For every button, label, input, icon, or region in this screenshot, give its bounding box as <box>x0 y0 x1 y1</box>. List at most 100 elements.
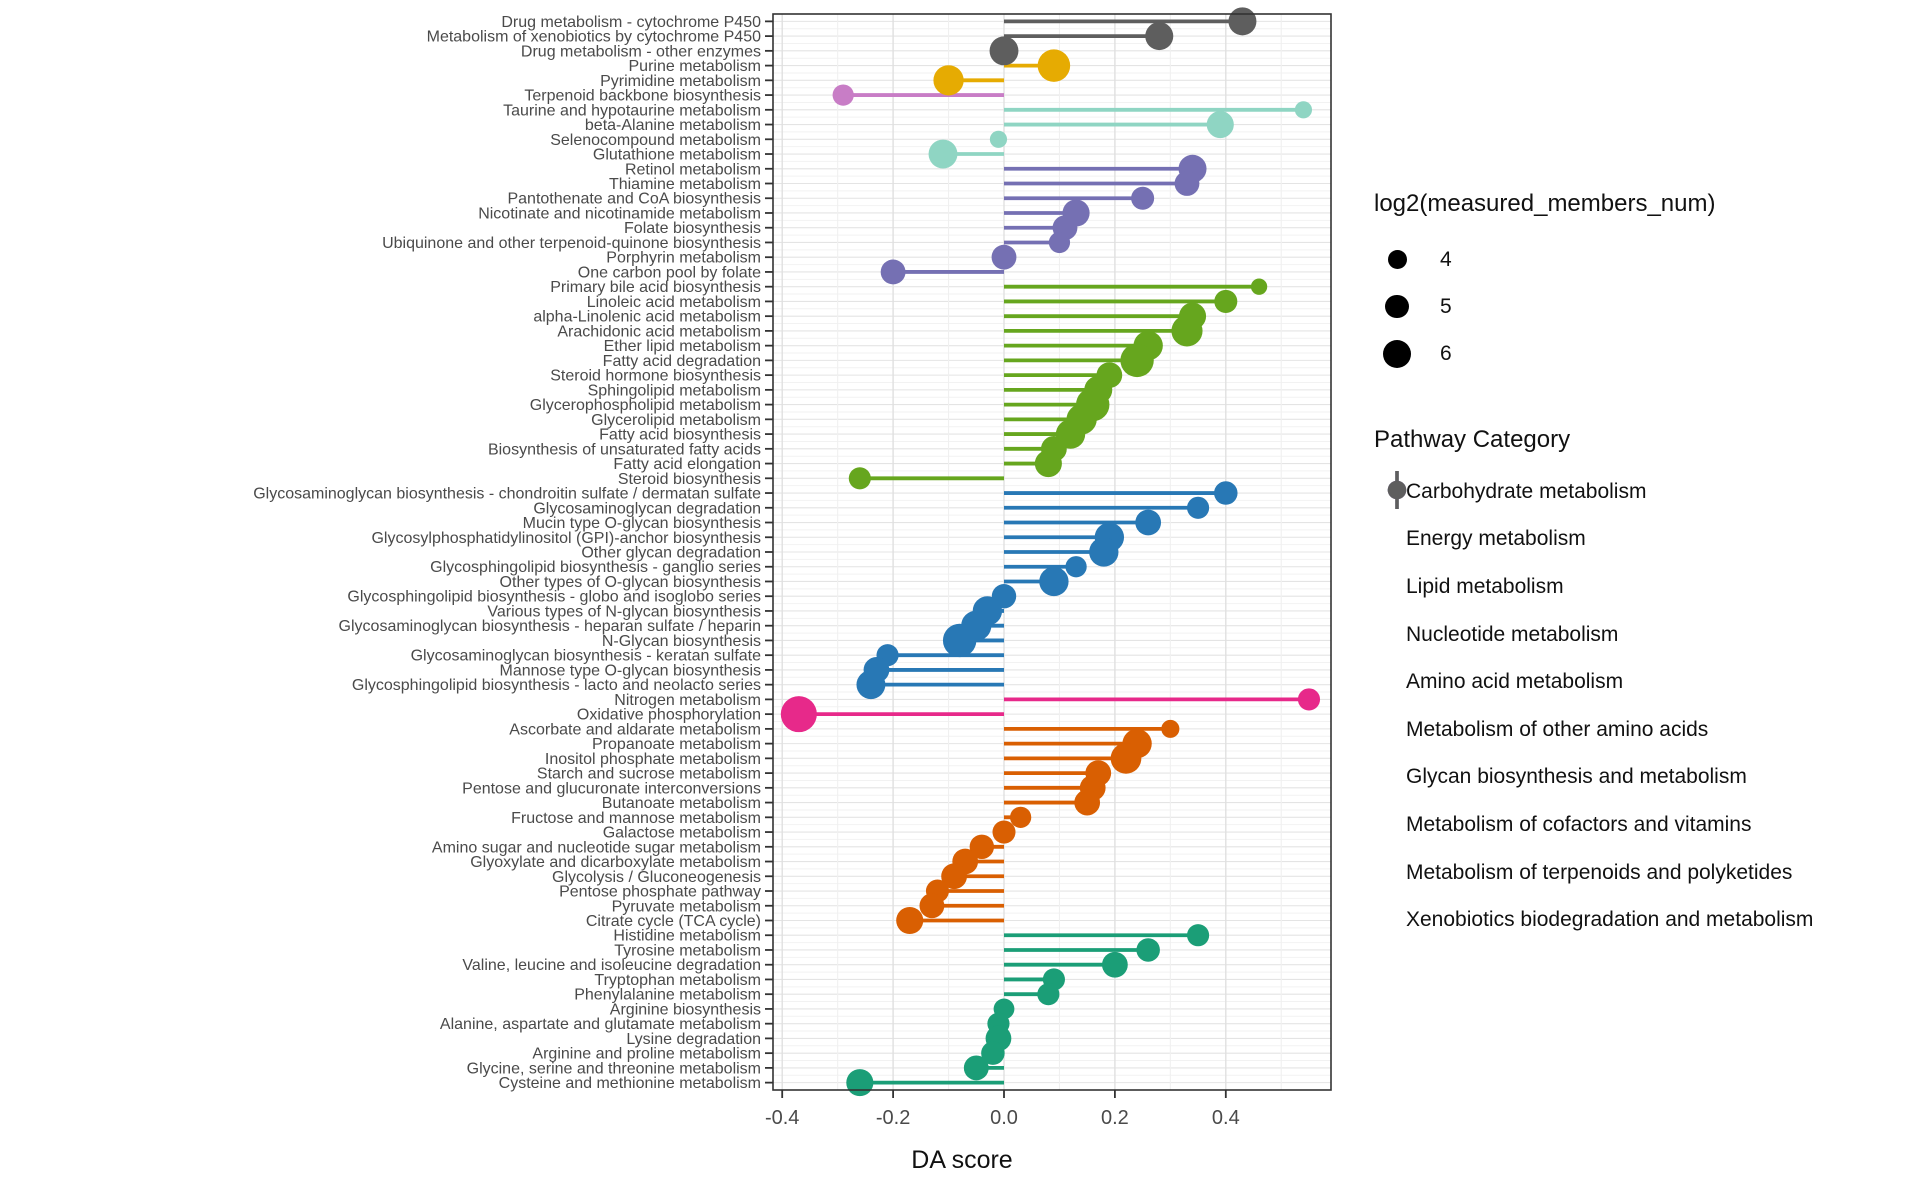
y-axis-label: Glycosphingolipid biosynthesis - lacto a… <box>352 677 761 694</box>
lollipop-dot <box>942 623 977 658</box>
lollipop-dot <box>1131 186 1155 210</box>
lollipop-dot <box>928 139 958 169</box>
y-axis-label: Amino sugar and nucleotide sugar metabol… <box>432 839 761 856</box>
lollipop-dot <box>1294 101 1313 119</box>
lollipop-dot <box>1110 743 1142 774</box>
lollipop-dot <box>1228 7 1257 36</box>
category-legend-item: Xenobiotics biodegradation and metabolis… <box>1380 471 1814 944</box>
lollipop-dot <box>989 36 1019 66</box>
lollipop-dot <box>1074 789 1101 816</box>
y-axis-label: Histidine metabolism <box>613 928 761 945</box>
y-axis-label: Fatty acid elongation <box>613 456 761 473</box>
y-axis-label: Pantothenate and CoA biosynthesis <box>507 191 761 208</box>
y-axis-label: Tryptophan metabolism <box>594 972 761 989</box>
category-legend-item: Metabolism of cofactors and vitamins <box>1380 471 1813 849</box>
y-axis-label: Pentose and glucuronate interconversions <box>462 780 761 797</box>
category-legend-label: Metabolism of other amino acids <box>1406 717 1709 741</box>
x-tick-label: 0.0 <box>990 1107 1018 1129</box>
y-axis-label: Folate biosynthesis <box>624 220 761 237</box>
size-key-dot-icon <box>1383 339 1411 368</box>
y-axis-label: Pentose phosphate pathway <box>559 884 761 901</box>
y-axis-label: Mucin type O-glycan biosynthesis <box>523 515 761 532</box>
x-tick-label: -0.4 <box>765 1107 799 1129</box>
y-axis-label: Butanoate metabolism <box>602 795 761 812</box>
y-axis-label: Primary bile acid biosynthesis <box>550 279 761 296</box>
y-axis-label: N-Glycan biosynthesis <box>602 633 761 650</box>
category-key-dot-icon <box>1387 480 1407 500</box>
lollipop-dot <box>919 893 945 919</box>
size-legend-value: 5 <box>1440 294 1452 318</box>
lollipop-dot <box>856 670 886 700</box>
category-legend-item: Metabolism of terpenoids and polyketides <box>1380 471 1813 897</box>
lollipop-dot <box>832 84 854 106</box>
y-axis-label: Glycosphingolipid biosynthesis - globo a… <box>347 589 761 606</box>
category-legend-label: Metabolism of cofactors and vitamins <box>1406 812 1752 836</box>
y-axis-label: Inositol phosphate metabolism <box>545 751 761 768</box>
size-key-glyph <box>1380 250 1414 269</box>
y-axis-label: Oxidative phosphorylation <box>577 707 761 724</box>
y-axis-label: Ether lipid metabolism <box>604 338 761 355</box>
category-key-glyph <box>1387 471 1407 509</box>
lollipop-dot <box>969 834 995 859</box>
category-legend-label: Lipid metabolism <box>1406 574 1564 598</box>
y-axis-label: Glycolysis / Gluconeogenesis <box>552 869 761 886</box>
y-axis-label: Alanine, aspartate and glutamate metabol… <box>440 1016 761 1033</box>
category-legend-label: Xenobiotics biodegradation and metabolis… <box>1406 908 1814 932</box>
y-axis-label: Glycosaminoglycan biosynthesis - keratan… <box>411 648 761 665</box>
y-axis-label: Biosynthesis of unsaturated fatty acids <box>488 441 761 458</box>
x-tick-label: 0.4 <box>1212 1107 1240 1129</box>
y-axis-label: Thiamine metabolism <box>609 176 761 193</box>
size-legend-value: 6 <box>1440 341 1452 365</box>
category-legend-item: Carbohydrate metabolism <box>1380 468 1813 516</box>
category-legend-label: Amino acid metabolism <box>1406 670 1624 694</box>
lollipop-dot <box>1214 289 1238 313</box>
lollipop-dot <box>1206 110 1234 139</box>
y-axis-label: Mannose type O-glycan biosynthesis <box>500 662 761 679</box>
lollipop-dot <box>1037 983 1060 1006</box>
category-legend: Carbohydrate metabolism Energy metabolism… <box>1380 468 1813 944</box>
y-axis-label: Citrate cycle (TCA cycle) <box>586 913 761 930</box>
y-axis-label: Cysteine and methionine metabolism <box>499 1075 761 1092</box>
y-axis-label: Valine, leucine and isoleucine degradati… <box>462 957 761 974</box>
category-legend-label: Nucleotide metabolism <box>1406 622 1619 646</box>
lollipop-dot <box>896 906 924 935</box>
y-axis-label: Purine metabolism <box>629 58 762 75</box>
y-axis-label: Fatty acid degradation <box>603 353 761 370</box>
y-axis-label: alpha-Linolenic acid metabolism <box>533 309 761 326</box>
y-axis-label: Propanoate metabolism <box>592 736 761 753</box>
lollipop-dot <box>880 259 906 285</box>
y-axis-label: Nitrogen metabolism <box>614 692 761 709</box>
size-legend-item: 4 <box>1380 236 1452 283</box>
y-axis-label: Arachidonic acid metabolism <box>557 323 761 340</box>
size-key-glyph <box>1380 294 1414 319</box>
y-axis-label: Retinol metabolism <box>625 161 761 178</box>
category-legend-label: Glycan biosynthesis and metabolism <box>1406 765 1747 789</box>
category-legend-item: Amino acid metabolism <box>1380 471 1813 706</box>
lollipop-dot <box>1136 938 1160 962</box>
size-legend-item: 5 <box>1380 283 1452 330</box>
lollipop-dot <box>1171 315 1203 347</box>
size-legend: 4 5 6 <box>1380 236 1452 377</box>
lollipop-dot <box>941 863 967 890</box>
lollipop-dot <box>981 1041 1005 1065</box>
category-legend-label: Energy metabolism <box>1406 527 1586 551</box>
y-axis-label: Glyoxylate and dicarboxylate metabolism <box>470 854 761 871</box>
y-axis-label: Drug metabolism - cytochrome P450 <box>501 14 761 31</box>
y-axis-label: Fructose and mannose metabolism <box>511 810 761 827</box>
lollipop-dot <box>1135 509 1162 536</box>
y-axis-label: Pyruvate metabolism <box>612 898 761 915</box>
lollipop-dot <box>1039 566 1069 597</box>
size-legend-value: 4 <box>1440 247 1452 271</box>
category-legend-item: Nucleotide metabolism <box>1380 471 1813 659</box>
lollipop-dot <box>991 244 1017 270</box>
lollipop-dot <box>1048 231 1071 254</box>
category-legend-title: Pathway Category <box>1374 426 1571 453</box>
size-key-dot-icon <box>1385 294 1409 319</box>
y-axis-label: Ascorbate and aldarate metabolism <box>509 721 761 738</box>
lollipop-dot <box>1187 496 1210 519</box>
size-legend-title: log2(measured_members_num) <box>1374 190 1716 217</box>
lollipop-dot <box>1187 924 1210 947</box>
lollipop-dot <box>1065 556 1087 578</box>
lollipop-dot <box>989 130 1008 148</box>
